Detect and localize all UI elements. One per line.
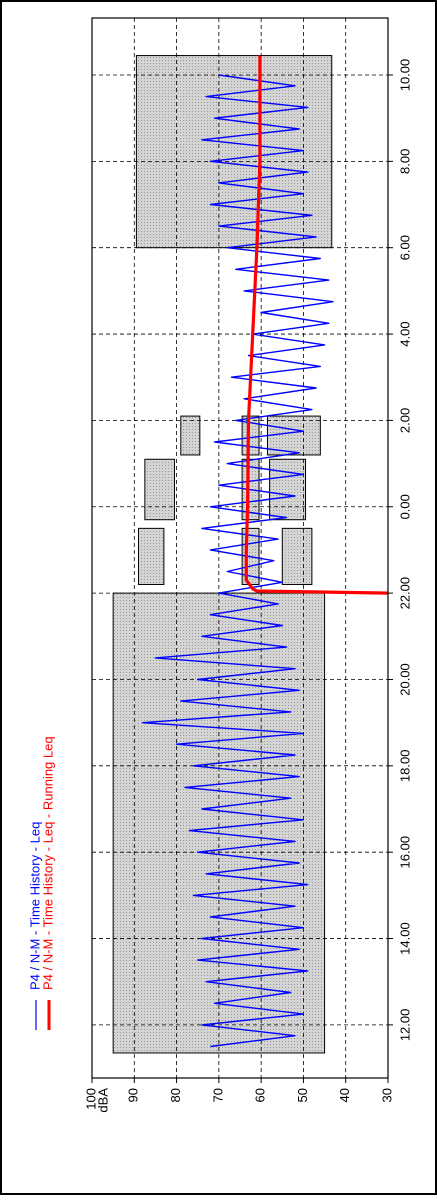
x-tick-label: 2.00	[397, 408, 412, 433]
shaded-range	[281, 527, 313, 585]
series-line	[244, 55, 389, 595]
y-tick-label: 70	[210, 1088, 225, 1102]
y-tick-label: 90	[126, 1088, 141, 1102]
y-tick-label: 40	[337, 1088, 352, 1102]
shaded-range	[138, 527, 165, 585]
y-tick-label: 80	[168, 1088, 183, 1102]
x-tick-label: 12.00	[397, 1009, 412, 1042]
plot-frame	[91, 17, 389, 1079]
legend-label: P4 / N-M - Time History - Leq	[27, 822, 42, 990]
series-line	[142, 74, 334, 1048]
shaded-range	[180, 415, 201, 456]
x-tick-label: 20.00	[397, 663, 412, 696]
x-tick-label: 10.00	[397, 59, 412, 92]
x-tick-label: 16.00	[397, 836, 412, 869]
y-tick-label: 60	[253, 1088, 268, 1102]
shaded-range	[266, 415, 321, 456]
x-tick-label: 0.00	[397, 494, 412, 519]
x-tick-label: 22.00	[397, 577, 412, 610]
shaded-range	[144, 458, 175, 521]
shaded-range	[241, 415, 260, 456]
y-axis-label: dBA	[95, 1088, 110, 1113]
y-tick-label: 30	[379, 1088, 394, 1102]
y-tick-label: 50	[295, 1088, 310, 1102]
shaded-range	[269, 458, 307, 521]
y-tick-label: 100	[83, 1088, 98, 1110]
x-tick-label: 4.00	[397, 321, 412, 346]
x-tick-label: 6.00	[397, 235, 412, 260]
x-tick-label: 14.00	[397, 922, 412, 955]
shaded-range	[135, 55, 333, 249]
x-tick-label: 8.00	[397, 149, 412, 174]
legend-label: P4 / N-M - Time History - Leq - Running …	[40, 736, 55, 990]
x-tick-label: 18.00	[397, 750, 412, 783]
